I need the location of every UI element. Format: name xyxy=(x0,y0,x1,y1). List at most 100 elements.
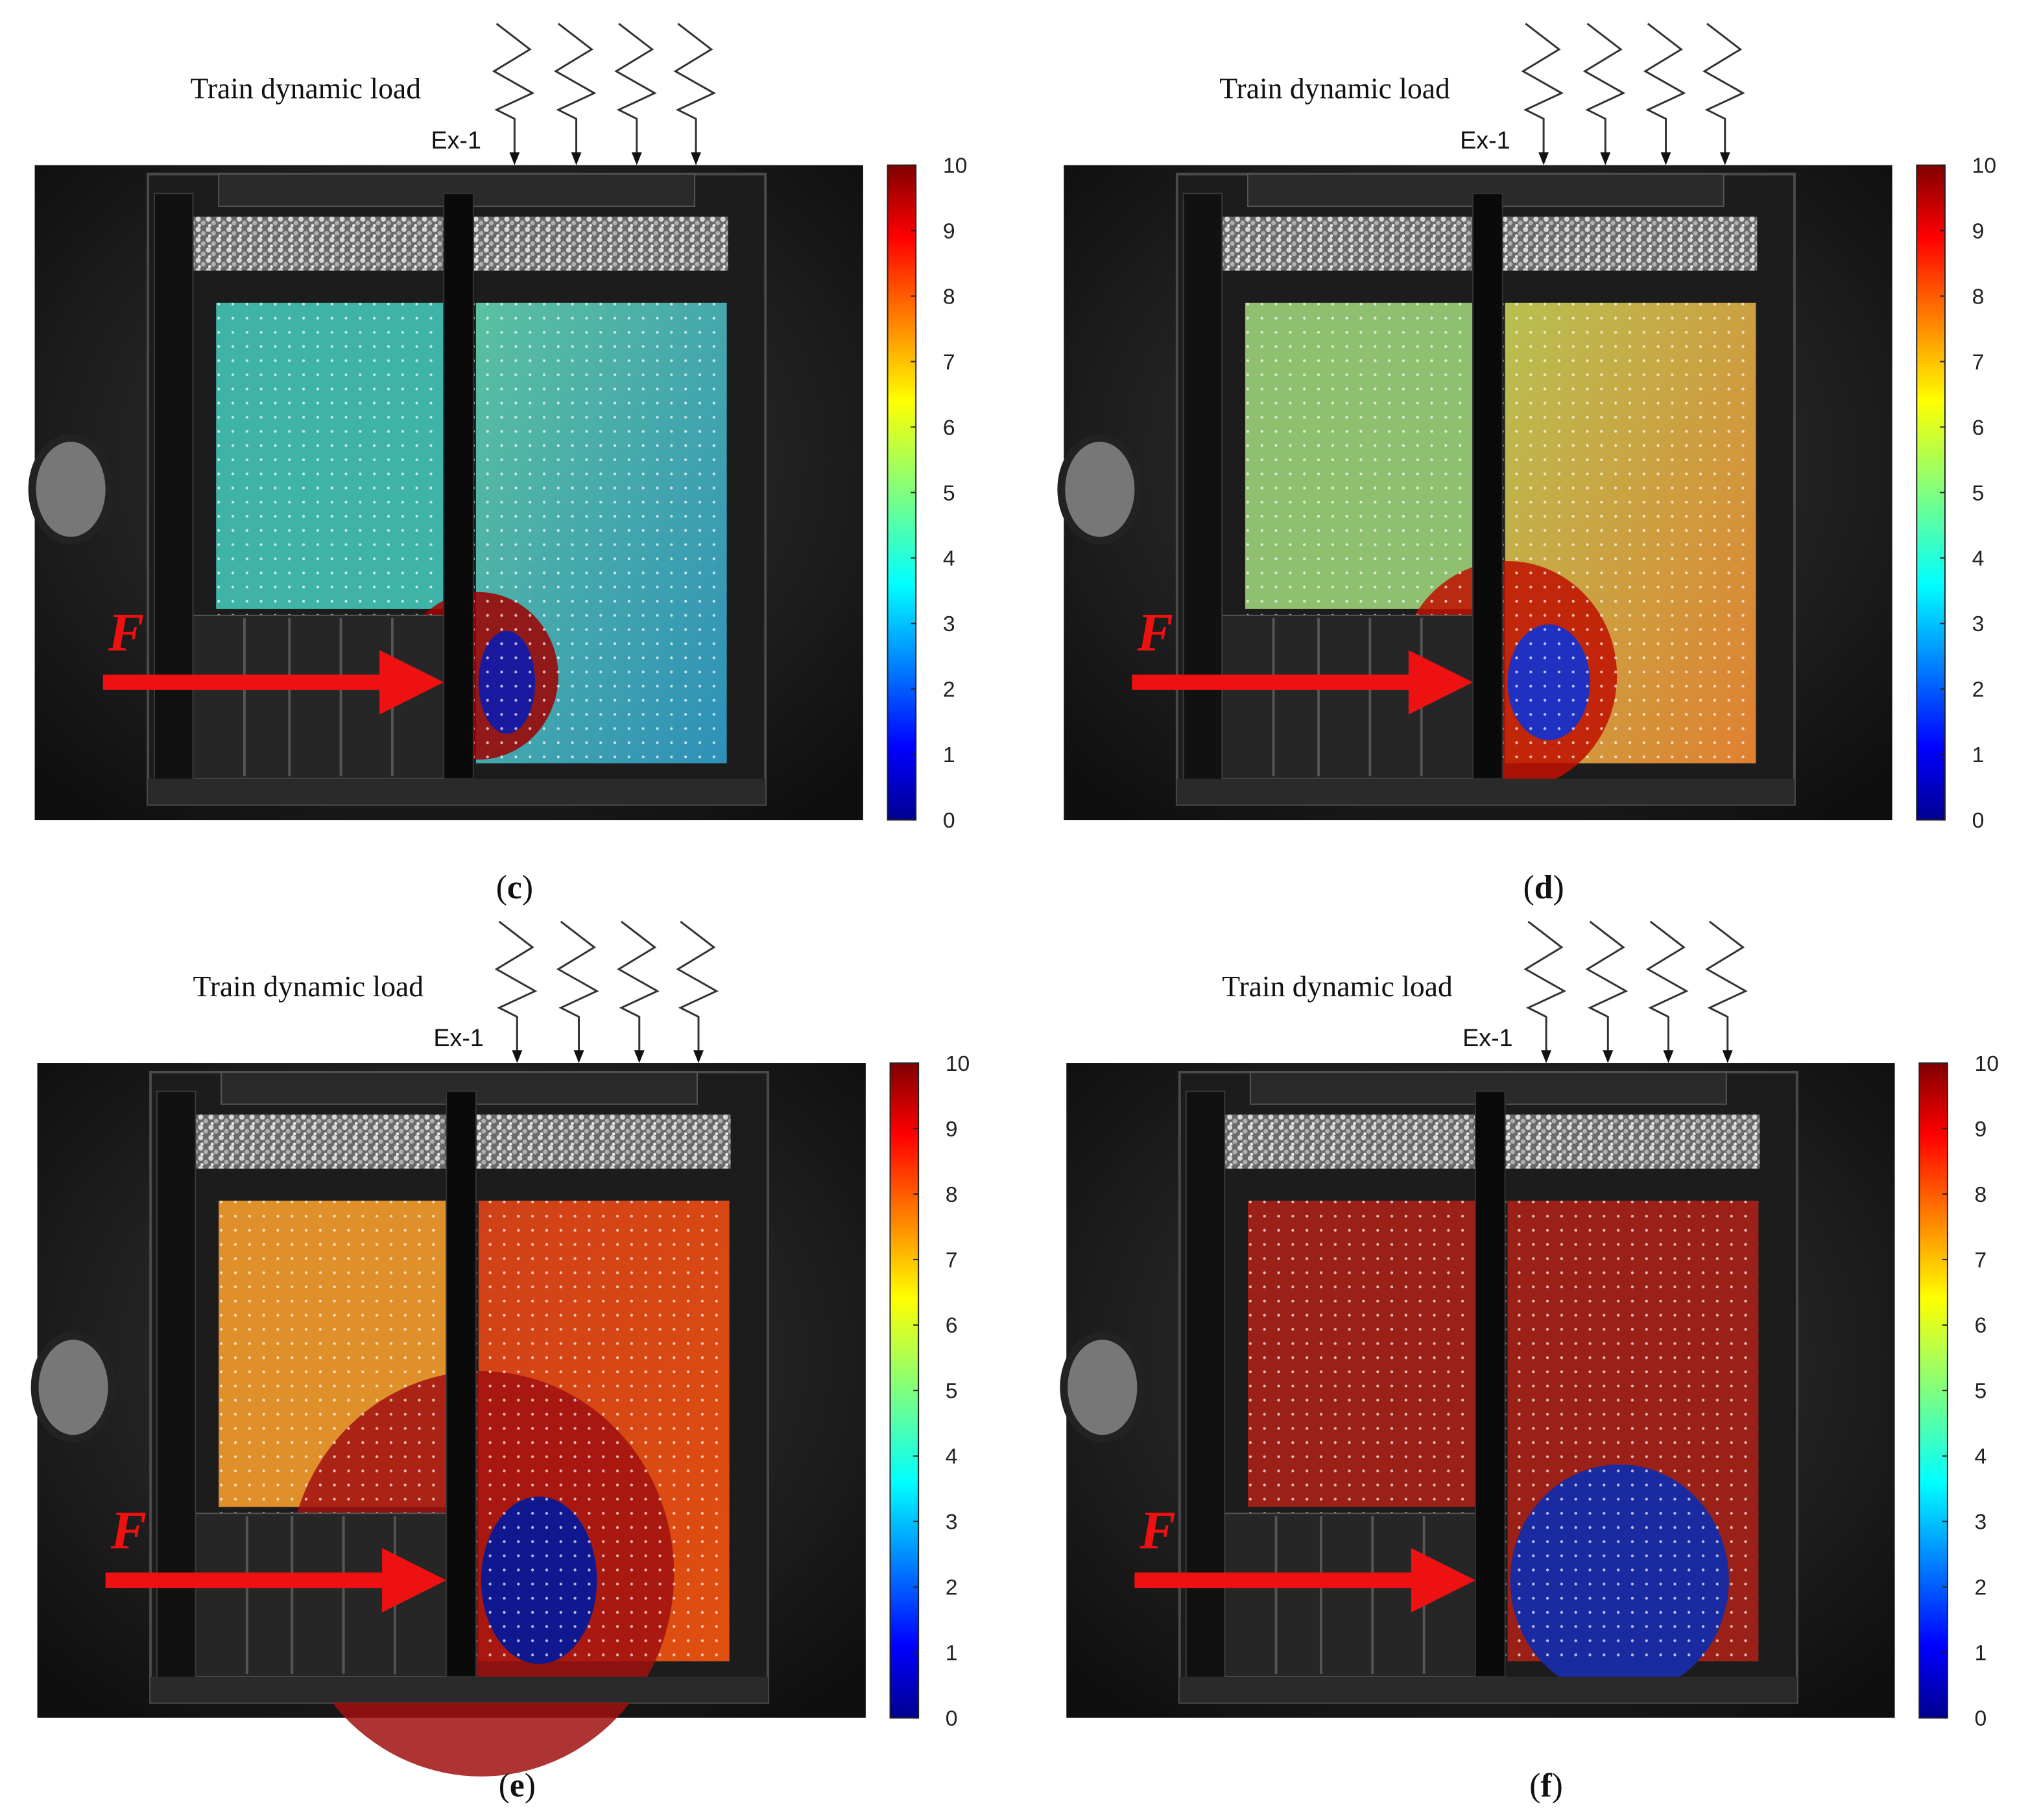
load-zigzag xyxy=(553,23,597,155)
caption-paren: ) xyxy=(525,1767,536,1804)
load-zigzag xyxy=(1521,23,1564,155)
load-label: Train dynamic load xyxy=(193,970,424,1003)
colorbar-tick-label: 8 xyxy=(943,284,955,309)
load-arrow xyxy=(693,1050,704,1064)
load-zigzag xyxy=(1585,920,1629,1053)
colorbar-tick-label: 0 xyxy=(1975,1706,1987,1730)
colorbar-tick-label: 4 xyxy=(1972,546,1985,571)
load-arrow xyxy=(1538,152,1549,165)
actuator xyxy=(1060,1332,1145,1443)
caption-letter: c xyxy=(507,869,522,906)
load-zigzag xyxy=(617,920,660,1053)
load-label: Train dynamic load xyxy=(1219,71,1450,104)
colorbar-tick-label: 4 xyxy=(946,1444,958,1469)
panel: F Train dynamic load Ex-1 0 1 2 3 4 5 6 7 8 9 10 (f) xyxy=(1060,920,1999,1804)
gravel xyxy=(1499,216,1758,271)
load-zigzag xyxy=(1643,23,1686,155)
actuator xyxy=(30,1332,116,1443)
force-label: F xyxy=(108,603,145,662)
colorbar-tick-label: 1 xyxy=(1972,743,1985,767)
colorbar-tick-label: 9 xyxy=(1972,219,1985,243)
colorbar-tick-label: 2 xyxy=(1972,677,1985,702)
actuator xyxy=(1057,434,1143,545)
left-post xyxy=(156,1090,197,1684)
load-arrow xyxy=(1603,1050,1614,1064)
colorbar-tick-label: 0 xyxy=(943,808,955,833)
colorbar-tick-label: 1 xyxy=(946,1641,958,1666)
colorbar-tick-label: 6 xyxy=(1975,1313,1987,1338)
colorbar-tick-label: 9 xyxy=(946,1117,958,1142)
colorbar-tick-label: 5 xyxy=(946,1379,958,1404)
load-zigzag xyxy=(676,920,719,1053)
caption-letter: e xyxy=(510,1767,525,1804)
panel: F Train dynamic load Ex-1 0 1 2 3 4 5 6 7 8 9 10 (e) xyxy=(30,920,970,1804)
caption-paren: ( xyxy=(1529,1767,1540,1804)
load-arrow xyxy=(1722,1050,1733,1064)
experiment-label: Ex-1 xyxy=(1462,1024,1512,1051)
load-zigzag xyxy=(492,23,535,155)
load-zigzag xyxy=(1523,920,1567,1053)
caption-letter: d xyxy=(1534,869,1553,906)
colorbar-tick-label: 2 xyxy=(1975,1575,1987,1600)
colorbar-tick-label: 2 xyxy=(946,1575,958,1600)
load-zigzag xyxy=(494,920,538,1053)
load-arrow xyxy=(631,152,642,165)
base xyxy=(1176,778,1795,805)
load-arrow xyxy=(1719,152,1730,165)
caption: (c) xyxy=(496,869,533,906)
colorbar-tick-label: 8 xyxy=(1975,1182,1987,1207)
colorbar-tick-label: 10 xyxy=(943,154,967,178)
gravel xyxy=(195,1114,447,1169)
caption-letter: f xyxy=(1540,1767,1552,1804)
colorbar-tick-label: 0 xyxy=(1972,808,1985,833)
caption-paren: ( xyxy=(496,869,507,906)
colorbar-tick-label: 3 xyxy=(943,612,955,636)
post xyxy=(446,1090,477,1678)
load-arrow xyxy=(571,152,582,165)
colorbar-tick-label: 6 xyxy=(943,415,955,440)
load-zigzag xyxy=(673,23,717,155)
colorbar-tick-label: 9 xyxy=(943,219,955,243)
caption: (e) xyxy=(499,1767,536,1804)
force-shaft xyxy=(102,675,387,690)
load-zigzag xyxy=(1582,23,1626,155)
colorbar-tick-label: 10 xyxy=(946,1051,970,1076)
caption-paren: ) xyxy=(1553,869,1564,906)
colorbar-tick-label: 10 xyxy=(1972,154,1997,178)
colorbar-tick-label: 3 xyxy=(1975,1510,1987,1535)
force-head xyxy=(379,650,444,715)
post xyxy=(1474,1090,1506,1678)
load-arrow xyxy=(691,152,701,165)
colorbar-tick-label: 8 xyxy=(1972,284,1985,309)
caption: (d) xyxy=(1523,869,1564,906)
experiment-label: Ex-1 xyxy=(431,126,481,154)
load-zigzag xyxy=(556,920,599,1053)
actuator xyxy=(28,434,113,545)
colorbar-tick-label: 6 xyxy=(946,1313,958,1338)
post xyxy=(1472,193,1503,780)
colorbar-tick-label: 2 xyxy=(943,677,955,702)
left-post xyxy=(1182,193,1223,786)
load-label: Train dynamic load xyxy=(191,71,422,104)
load-zigzag xyxy=(614,23,657,155)
force-label: F xyxy=(1139,1501,1176,1561)
force-label: F xyxy=(110,1501,147,1561)
gravel xyxy=(473,1114,731,1169)
load-zigzag xyxy=(1702,23,1745,155)
panel: F Train dynamic load Ex-1 0 1 2 3 4 5 6 7 8 9 10 (d) xyxy=(1057,23,1997,906)
force-head xyxy=(1411,1548,1475,1612)
colorbar-tick-label: 0 xyxy=(946,1706,958,1730)
force-label: F xyxy=(1136,603,1173,662)
load-arrow xyxy=(634,1050,645,1064)
colorbar-tick-label: 5 xyxy=(1975,1379,1987,1404)
experiment-label: Ex-1 xyxy=(1460,126,1510,154)
load-arrow xyxy=(512,1050,523,1064)
post xyxy=(443,193,474,780)
colorbar-tick-label: 3 xyxy=(1972,612,1985,636)
left-post xyxy=(154,193,194,786)
force-head xyxy=(1408,650,1474,715)
load-label: Train dynamic load xyxy=(1222,970,1453,1003)
colorbar-tick-label: 7 xyxy=(1972,350,1985,374)
force-head xyxy=(382,1548,447,1612)
